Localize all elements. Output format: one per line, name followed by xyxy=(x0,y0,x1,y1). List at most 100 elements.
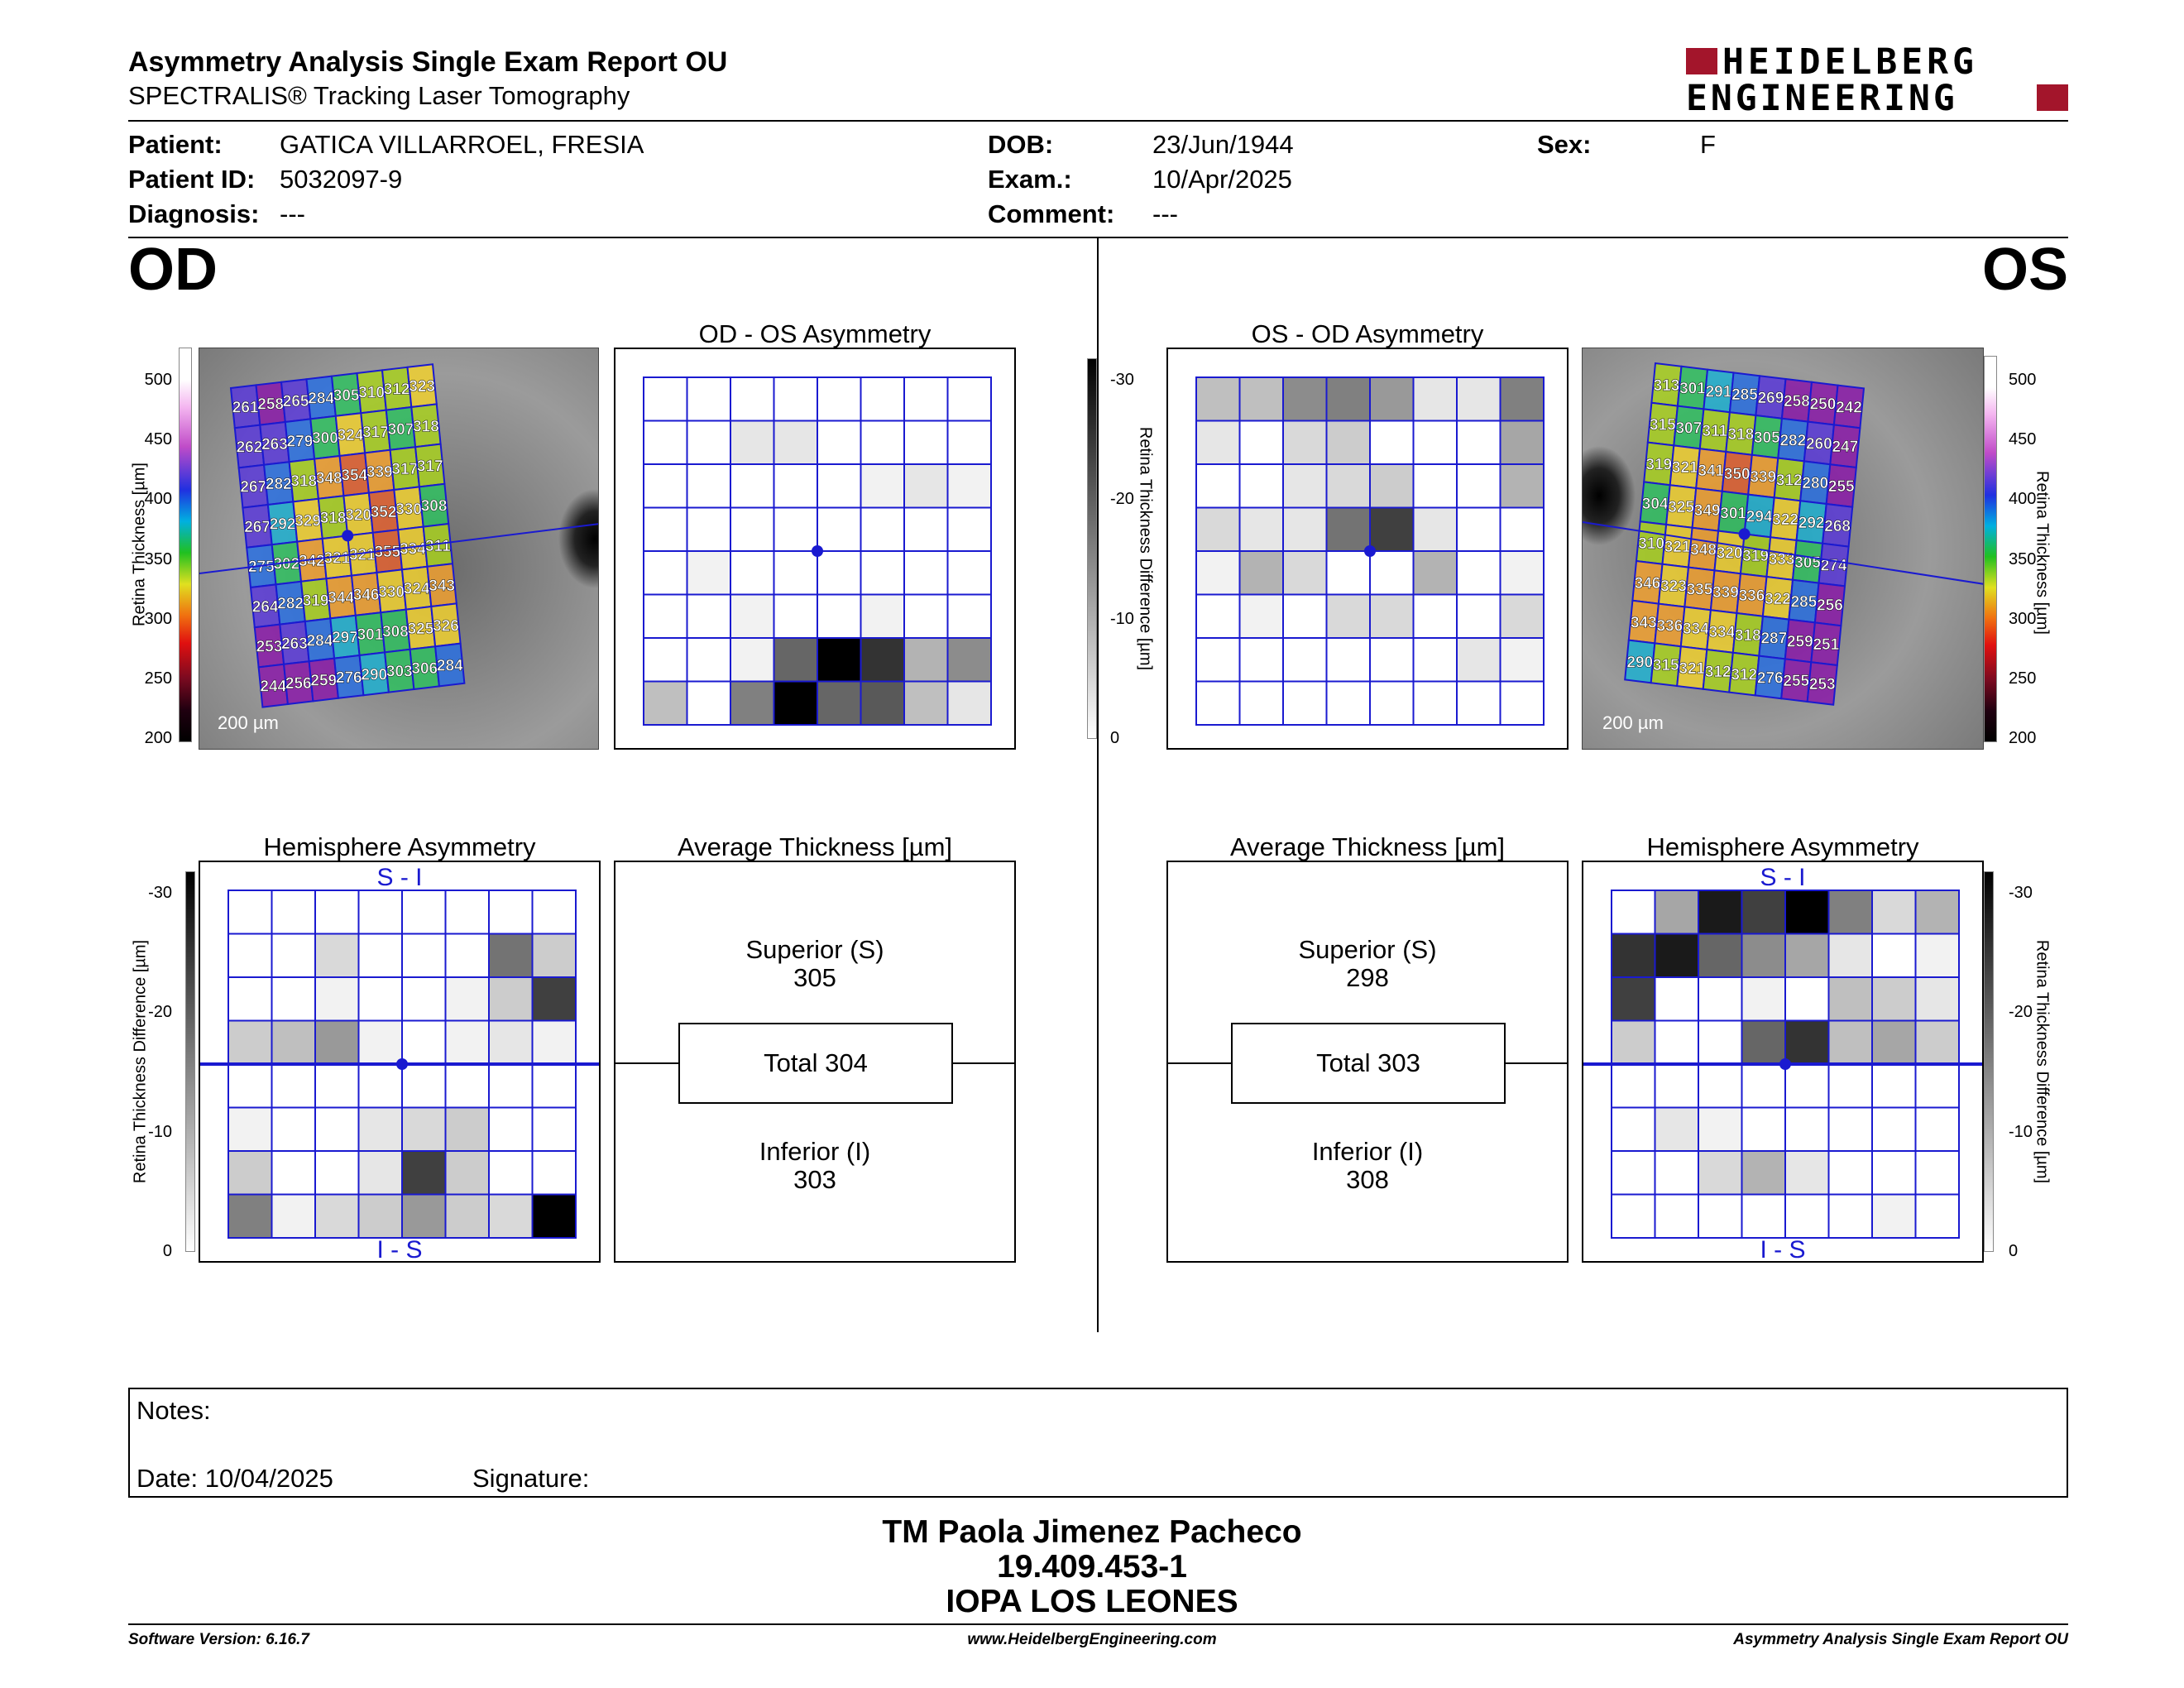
od-hemi-cell-0-2 xyxy=(314,890,360,935)
os-asym-cell-7-2 xyxy=(1282,680,1328,726)
os-asym-cell-0-5 xyxy=(1412,376,1458,422)
os-hemi-cell-0-1 xyxy=(1654,890,1699,935)
od-map-value-2-0: 267 xyxy=(240,479,266,496)
od-asym-cell-1-4 xyxy=(817,420,862,465)
od-map-cell-7-7 xyxy=(434,642,466,688)
od-hemi-cell-2-2 xyxy=(314,976,360,1022)
os-thickness-tick-5: 250 xyxy=(2009,669,2037,688)
os-map-value-5-7: 256 xyxy=(1817,597,1843,614)
os-hemi-cell-6-0 xyxy=(1611,1150,1656,1196)
os-hemi-cell-0-6 xyxy=(1871,890,1917,935)
notes-label: Notes: xyxy=(136,1396,211,1425)
os-hemi-cell-2-7 xyxy=(1914,976,1960,1022)
os-map-value-0-4: 269 xyxy=(1758,390,1784,407)
od-hemi-cell-3-0 xyxy=(228,1019,273,1065)
od-hemi-cell-1-7 xyxy=(531,933,577,978)
od-hemi-cell-0-7 xyxy=(531,890,577,935)
os-hemi-diff-tick-0: -30 xyxy=(2009,884,2033,902)
header-rule-top xyxy=(128,120,2068,122)
os-asym-cell-5-5 xyxy=(1412,593,1458,639)
os-map-value-1-3: 318 xyxy=(1727,426,1754,444)
os-hemi-cell-1-4 xyxy=(1784,933,1830,978)
os-asym-cell-0-6 xyxy=(1456,376,1502,422)
od-map-grid-svg: 2612582652843053103123232622632793003243… xyxy=(199,363,598,708)
od-hemi-cell-4-7 xyxy=(531,1063,577,1109)
os-asym-cell-0-7 xyxy=(1499,376,1545,422)
os-hemi-cell-1-6 xyxy=(1871,933,1917,978)
os-asym-cell-5-2 xyxy=(1282,593,1328,639)
os-map-value-6-2: 334 xyxy=(1683,621,1709,638)
notes-box[interactable]: Notes: Date: 10/04/2025 Signature: xyxy=(128,1388,2068,1498)
od-hemi-cell-4-4 xyxy=(401,1063,447,1109)
os-map-value-7-6: 255 xyxy=(1783,673,1809,690)
os-asym-cell-2-5 xyxy=(1412,463,1458,509)
os-hemi-panel: S - I I - S xyxy=(1582,861,1984,1263)
od-hemi-bottom-label: I - S xyxy=(376,1236,422,1261)
od-hemi-cell-6-5 xyxy=(444,1150,490,1196)
notes-signature-label: Signature: xyxy=(472,1464,590,1493)
od-thickness-axis-label: Retina Thickness [µm] xyxy=(130,463,149,626)
od-asym-cell-4-7 xyxy=(946,550,992,596)
os-map-value-6-6: 259 xyxy=(1787,633,1813,650)
od-hemi-cell-3-3 xyxy=(357,1019,403,1065)
os-hemi-cell-0-7 xyxy=(1914,890,1960,935)
os-map-value-2-6: 280 xyxy=(1802,475,1828,492)
os-map-value-3-3: 301 xyxy=(1720,506,1746,523)
os-map-value-2-4: 339 xyxy=(1750,469,1776,487)
os-asym-cell-2-2 xyxy=(1282,463,1328,509)
signer-institution: IOPA LOS LEONES xyxy=(946,1584,1238,1619)
dob-value: 23/Jun/1944 xyxy=(1152,130,1294,159)
od-hemi-cell-2-3 xyxy=(357,976,403,1022)
od-asym-cell-0-5 xyxy=(860,376,905,422)
center-diff-tick-2: -10 xyxy=(1110,609,1134,628)
od-hemi-cell-5-2 xyxy=(314,1106,360,1152)
os-map-value-2-3: 350 xyxy=(1724,466,1751,483)
os-hemi-cell-6-4 xyxy=(1784,1150,1830,1196)
od-asym-cell-3-0 xyxy=(643,506,688,552)
od-map-value-3-7: 308 xyxy=(421,498,448,516)
os-hemi-cell-4-1 xyxy=(1654,1063,1699,1109)
od-asym-cell-3-2 xyxy=(730,506,775,552)
od-hemi-cell-3-7 xyxy=(531,1019,577,1065)
os-map-value-2-1: 321 xyxy=(1672,459,1698,477)
od-map-value-0-6: 312 xyxy=(384,381,410,399)
os-map-fovea-marker xyxy=(1738,528,1751,540)
od-asym-cell-3-5 xyxy=(860,506,905,552)
os-asym-cell-3-6 xyxy=(1456,506,1502,552)
os-hemi-cell-4-7 xyxy=(1914,1063,1960,1109)
od-asym-fovea-marker xyxy=(812,545,823,557)
od-map-value-6-7: 326 xyxy=(433,617,459,635)
os-asym-cell-2-0 xyxy=(1195,463,1241,509)
notes-date: Date: 10/04/2025 xyxy=(136,1464,333,1493)
os-asym-cell-6-3 xyxy=(1325,637,1371,683)
od-hemi-grid-svg: S - I I - S xyxy=(200,864,599,1261)
os-map-value-3-4: 294 xyxy=(1746,508,1773,525)
od-map-value-1-4: 324 xyxy=(338,427,364,444)
os-asym-cell-7-7 xyxy=(1499,680,1545,726)
os-asym-cell-3-2 xyxy=(1282,506,1328,552)
od-asym-cell-1-0 xyxy=(643,420,688,465)
os-hemi-cell-1-7 xyxy=(1914,933,1960,978)
od-asym-cell-2-6 xyxy=(903,463,949,509)
od-map-value-5-2: 319 xyxy=(303,592,329,610)
od-asym-cell-2-0 xyxy=(643,463,688,509)
comment-label: Comment: xyxy=(988,199,1115,228)
os-hemi-cell-7-5 xyxy=(1827,1193,1873,1239)
od-asym-cell-3-6 xyxy=(903,506,949,552)
od-asym-cell-6-7 xyxy=(946,637,992,683)
os-hemi-cell-3-5 xyxy=(1827,1019,1873,1065)
os-hemi-cell-7-7 xyxy=(1914,1193,1960,1239)
od-map-axis-line xyxy=(199,523,598,574)
os-hemi-cell-4-0 xyxy=(1611,1063,1656,1109)
od-asym-cell-7-0 xyxy=(643,680,688,726)
od-hemi-diff-scale xyxy=(185,871,195,1252)
od-hemi-cell-7-6 xyxy=(488,1193,534,1239)
od-hemi-cell-7-5 xyxy=(444,1193,490,1239)
os-hemi-cell-3-0 xyxy=(1611,1019,1656,1065)
logo-square-bottom xyxy=(2037,84,2068,111)
os-asym-cell-7-6 xyxy=(1456,680,1502,726)
od-map-value-2-2: 318 xyxy=(290,473,317,491)
patient-name: GATICA VILLARROEL, FRESIA xyxy=(280,130,644,159)
od-map-value-4-0: 275 xyxy=(248,559,275,576)
od-asym-cell-5-3 xyxy=(773,593,818,639)
